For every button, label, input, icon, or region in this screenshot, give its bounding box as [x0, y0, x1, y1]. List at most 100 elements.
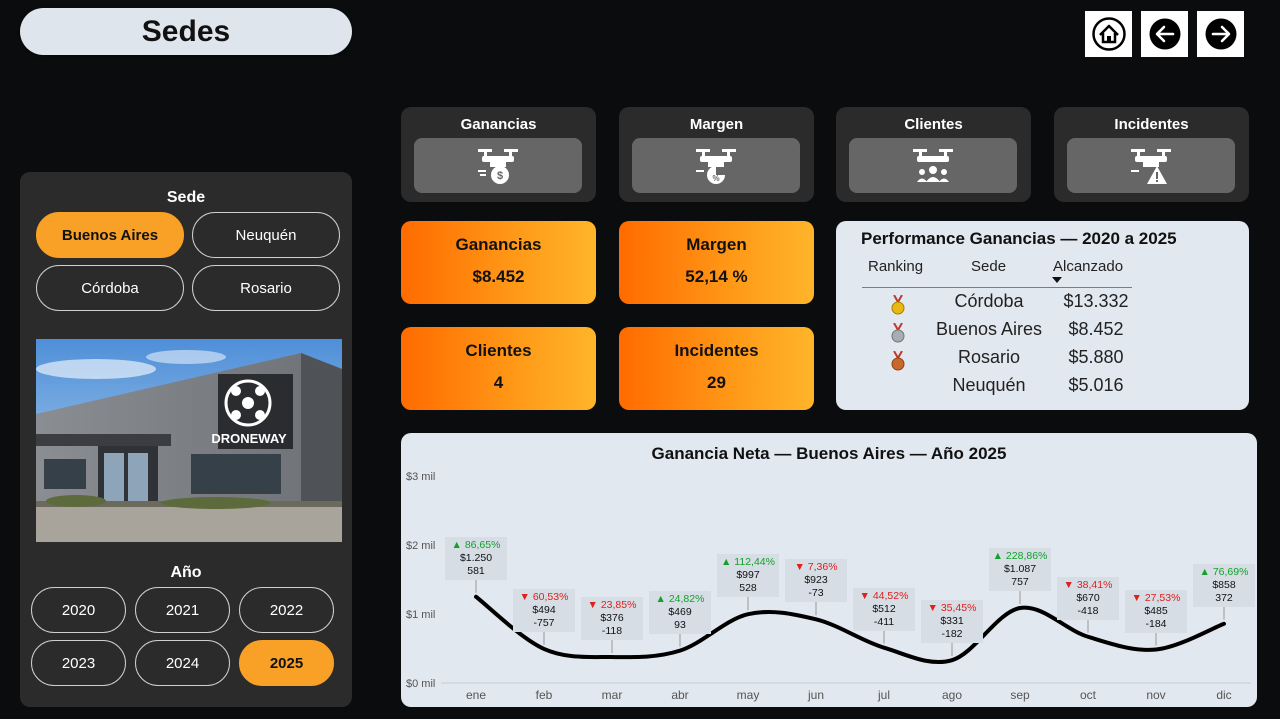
home-icon [1091, 17, 1126, 51]
bronze-medal-icon [891, 351, 905, 371]
kpi-value: $8.452 [472, 267, 525, 286]
row-sede: Rosario [957, 347, 1021, 367]
year-chip-2022[interactable]: 2022 [239, 587, 334, 633]
sede-chip-cordoba[interactable]: Córdoba [36, 265, 184, 311]
change-percent: ▼ 38,41% [1063, 578, 1113, 591]
icon-card-margen[interactable]: Margen % [619, 107, 814, 202]
change-percent: ▲ 228,86% [992, 549, 1048, 562]
drone-clients-icon [913, 148, 953, 182]
kpi-label: Incidentes [674, 341, 759, 360]
year-chip-2024[interactable]: 2024 [135, 640, 230, 686]
gold-medal-icon [891, 295, 905, 315]
delta-label: -73 [808, 587, 824, 600]
sede-chip-rosario[interactable]: Rosario [192, 265, 340, 311]
sede-chip-buenos-aires[interactable]: Buenos Aires [36, 212, 184, 258]
delta-label: 93 [674, 618, 686, 631]
x-tick-label: dic [1216, 688, 1231, 702]
data-label: ▼ 7,36% $923 -73 [785, 559, 847, 603]
y-tick-label: $0 mil [406, 678, 435, 690]
value-label: $512 [872, 602, 896, 615]
x-tick-label: oct [1080, 688, 1097, 702]
x-tick-label: ago [942, 688, 962, 702]
row-sede: Neuquén [952, 375, 1026, 395]
row-value: $8.452 [1068, 319, 1124, 339]
building-image: DRONEWAY [36, 339, 342, 542]
value-label: $485 [1144, 604, 1168, 617]
y-tick-label: $2 mil [406, 540, 435, 552]
delta-label: 372 [1215, 591, 1233, 604]
data-label: ▲ 86,65% $1.250 581 [445, 536, 507, 580]
page-title: Sedes [20, 8, 352, 55]
kpi-label: Ganancias [455, 235, 542, 254]
table-row: Córdoba $13.332 [836, 291, 1249, 319]
year-chip-2021[interactable]: 2021 [135, 587, 230, 633]
data-label: ▲ 228,86% $1.087 757 [989, 547, 1051, 591]
x-tick-label: jun [807, 688, 824, 702]
sede-chip-neuquen[interactable]: Neuquén [192, 212, 340, 258]
icon-card-incidentes[interactable]: Incidentes [1054, 107, 1249, 202]
year-chip-2023[interactable]: 2023 [31, 640, 126, 686]
data-label: ▼ 27,53% $485 -184 [1125, 589, 1187, 633]
x-tick-label: abr [671, 688, 688, 702]
row-value: $5.880 [1068, 347, 1124, 367]
x-tick-label: mar [602, 688, 623, 702]
back-button[interactable] [1141, 11, 1188, 57]
change-percent: ▼ 7,36% [794, 561, 838, 574]
icon-card-clientes[interactable]: Clientes [836, 107, 1031, 202]
arrow-left-icon [1149, 18, 1180, 50]
change-percent: ▲ 76,69% [1199, 565, 1249, 578]
delta-label: -418 [1077, 604, 1099, 617]
change-percent: ▲ 24,82% [655, 592, 705, 605]
data-label: ▼ 44,52% $512 -411 [853, 587, 915, 631]
silver-medal-icon [891, 323, 905, 343]
y-tick-label: $3 mil [406, 471, 435, 483]
kpi-value: 52,14 % [685, 267, 748, 286]
data-label: ▼ 35,45% $331 -182 [921, 600, 983, 644]
data-label: ▲ 112,44% $997 528 [717, 554, 779, 598]
change-percent: ▼ 27,53% [1131, 591, 1181, 604]
performance-table: Performance Ganancias — 2020 a 2025 Rank… [836, 221, 1249, 410]
header-ranking[interactable]: Ranking [868, 258, 924, 275]
arrow-right-icon [1205, 18, 1236, 50]
value-label: $858 [1212, 578, 1236, 591]
value-label: $469 [668, 605, 692, 618]
row-sede: Córdoba [954, 291, 1024, 311]
value-label: $331 [940, 615, 964, 628]
sort-desc-icon[interactable] [1052, 277, 1062, 284]
delta-label: 757 [1011, 575, 1029, 588]
building-sign-text: DRONEWAY [211, 431, 287, 446]
value-label: $376 [600, 612, 624, 625]
year-chip-2020[interactable]: 2020 [31, 587, 126, 633]
table-row: Buenos Aires $8.452 [836, 319, 1249, 347]
filter-panel: Sede Buenos Aires Neuquén Córdoba Rosari… [20, 172, 352, 707]
x-tick-label: jul [877, 688, 890, 702]
sede-label: Sede [166, 189, 206, 206]
year-chip-2025[interactable]: 2025 [239, 640, 334, 686]
header-sede[interactable]: Sede [971, 258, 1007, 275]
x-tick-label: sep [1010, 688, 1030, 702]
kpi-value: 4 [493, 373, 504, 392]
ganancia-neta-chart: Ganancia Neta — Buenos Aires — Año 2025 … [401, 433, 1257, 707]
delta-label: 528 [739, 582, 757, 595]
icon-card-label: Incidentes [1114, 116, 1189, 133]
delta-label: -411 [873, 615, 895, 628]
kpi-incidentes: Incidentes 29 [619, 327, 814, 410]
change-percent: ▲ 86,65% [451, 538, 501, 551]
kpi-clientes: Clientes 4 [401, 327, 596, 410]
kpi-label: Clientes [465, 341, 532, 360]
home-button[interactable] [1085, 11, 1132, 57]
icon-card-label: Ganancias [460, 116, 537, 133]
x-tick-label: may [737, 688, 760, 702]
delta-label: -182 [941, 628, 963, 641]
drone-percent-icon: % [696, 148, 736, 184]
anio-label: Año [170, 564, 202, 581]
value-label: $670 [1076, 591, 1100, 604]
forward-button[interactable] [1197, 11, 1244, 57]
icon-card-ganancias[interactable]: Ganancias $ [401, 107, 596, 202]
header-alcanzado[interactable]: Alcanzado [1053, 258, 1124, 275]
kpi-margen: Margen 52,14 % [619, 221, 814, 304]
table-row: Rosario $5.880 [836, 347, 1249, 375]
change-percent: ▲ 112,44% [721, 556, 775, 569]
page-title-text: Sedes [141, 14, 231, 48]
data-label: ▼ 23,85% $376 -118 [581, 597, 643, 641]
